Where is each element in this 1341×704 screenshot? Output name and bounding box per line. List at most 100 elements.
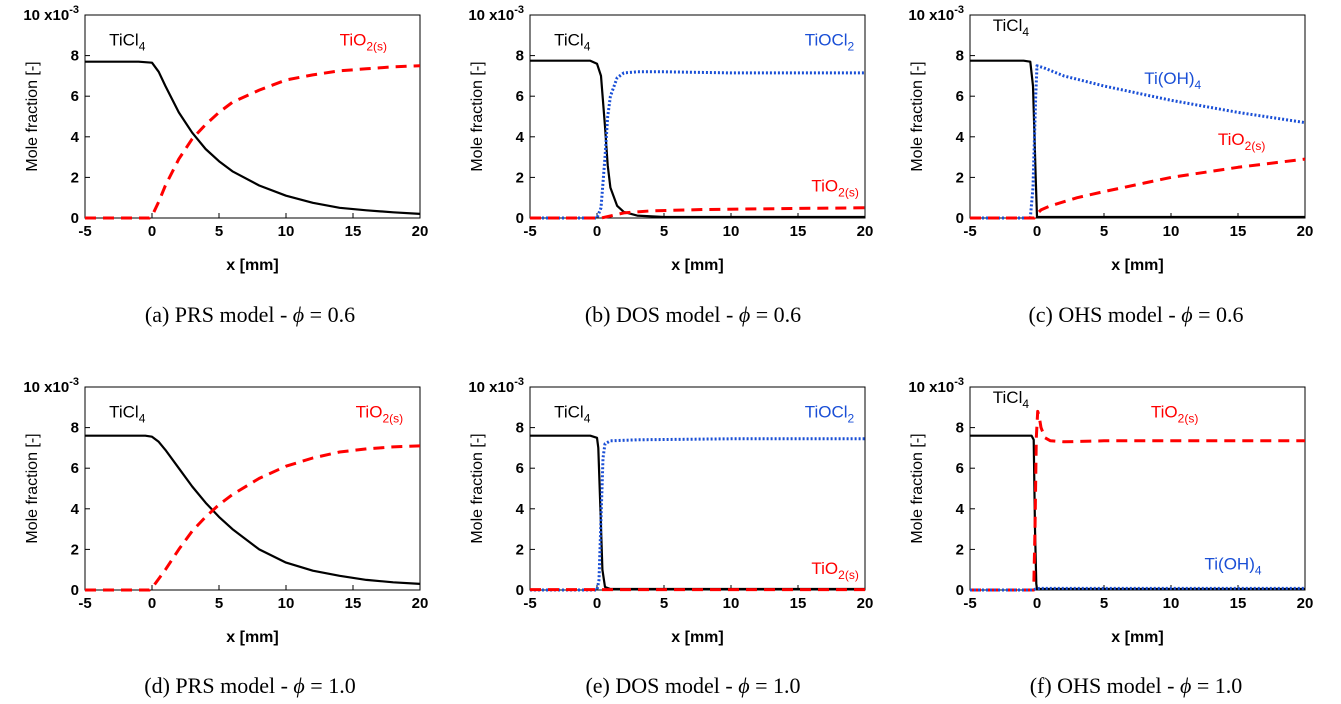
y-scale-label: 10 x10-3 (908, 376, 964, 396)
x-tick-label: 10 (278, 595, 295, 612)
series-label-tio2-s: TiO2(s) (340, 30, 387, 53)
x-tick-label: 20 (857, 595, 874, 612)
x-tick-label: 0 (593, 595, 601, 612)
x-axis-label: x [mm] (226, 257, 278, 274)
y-scale-label: 10 x10-3 (468, 4, 524, 24)
series-line-ticl4 (970, 434, 1305, 591)
series-label-ticl4: TiCl4 (554, 30, 591, 53)
x-axis-label: x [mm] (226, 629, 278, 646)
x-tick-label: 20 (857, 223, 874, 240)
series-line-tiocl2 (530, 437, 865, 592)
x-tick-label: -5 (78, 223, 91, 240)
x-tick-label: 20 (1297, 595, 1314, 612)
axes-frame (84, 386, 421, 591)
series-label-ticl4: TiCl4 (993, 16, 1030, 39)
series-label-ti-oh-4: Ti(OH)4 (1205, 555, 1262, 578)
y-tick-label: 2 (71, 169, 79, 186)
series-label-ti-oh-4: Ti(OH)4 (1144, 69, 1201, 92)
series-label-ticl4: TiCl4 (554, 402, 591, 425)
y-tick-label: 8 (71, 420, 79, 437)
x-tick-label: 0 (593, 223, 601, 240)
y-scale-label: 10 x10-3 (23, 4, 79, 24)
y-axis-label: Mole fraction [-] (469, 433, 486, 543)
x-tick-label: 5 (215, 595, 223, 612)
series-line-ti-oh-4 (970, 64, 1306, 220)
y-tick-label: 4 (516, 129, 525, 146)
panel-caption: (a) PRS model - ϕ = 0.6 (145, 302, 355, 327)
y-tick-label: 2 (956, 541, 964, 558)
series-label-ticl4: TiCl4 (993, 388, 1030, 411)
axes-frame (84, 14, 421, 219)
y-tick-label: 0 (956, 582, 964, 599)
panel-caption: (b) DOS model - ϕ = 0.6 (585, 302, 801, 327)
y-tick-label: 6 (71, 88, 79, 105)
x-tick-label: -5 (963, 595, 976, 612)
series-line-tio2-s (85, 64, 421, 220)
x-tick-label: -5 (963, 223, 976, 240)
x-tick-label: 15 (345, 595, 362, 612)
y-tick-label: 8 (956, 48, 964, 65)
y-tick-label: 0 (956, 210, 964, 227)
x-tick-label: 10 (723, 595, 740, 612)
x-tick-label: 10 (1163, 595, 1180, 612)
y-tick-label: 0 (71, 582, 79, 599)
series-line-ti-oh-4 (970, 586, 1305, 592)
x-tick-label: 10 (723, 223, 740, 240)
y-tick-label: 8 (516, 48, 524, 65)
x-axis-label: x [mm] (671, 257, 723, 274)
panel-caption: (f) OHS model - ϕ = 1.0 (1030, 673, 1243, 698)
x-tick-label: 20 (1297, 223, 1314, 240)
y-tick-label: 2 (71, 541, 79, 558)
x-tick-label: -5 (523, 223, 536, 240)
x-tick-label: 5 (660, 595, 668, 612)
series-line-tio2-s (530, 206, 866, 220)
x-tick-label: 0 (1033, 223, 1041, 240)
y-tick-label: 4 (71, 501, 80, 518)
series-label-tio2-s: TiO2(s) (811, 177, 858, 200)
y-tick-label: 0 (516, 210, 524, 227)
y-tick-label: 4 (956, 501, 965, 518)
x-tick-label: 15 (790, 595, 807, 612)
x-tick-label: -5 (523, 595, 536, 612)
series-label-tio2-s: TiO2(s) (1151, 402, 1198, 425)
y-tick-label: 4 (71, 129, 80, 146)
x-tick-label: 0 (148, 223, 156, 240)
series-label-ticl4: TiCl4 (109, 30, 146, 53)
y-tick-label: 6 (71, 460, 79, 477)
y-tick-label: 2 (516, 541, 524, 558)
x-tick-label: 10 (278, 223, 295, 240)
series-line-ticl4 (85, 434, 421, 585)
y-tick-label: 4 (516, 501, 525, 518)
x-tick-label: 5 (215, 223, 223, 240)
x-tick-label: -5 (78, 595, 91, 612)
panel-caption: (c) OHS model - ϕ = 0.6 (1028, 302, 1243, 327)
x-tick-label: 15 (1230, 223, 1247, 240)
y-axis-label: Mole fraction [-] (24, 61, 41, 171)
x-tick-label: 10 (1163, 223, 1180, 240)
x-tick-label: 0 (1033, 595, 1041, 612)
x-tick-label: 20 (412, 223, 429, 240)
y-axis-label: Mole fraction [-] (24, 433, 41, 543)
y-tick-label: 6 (956, 88, 964, 105)
series-label-ticl4: TiCl4 (109, 402, 146, 425)
series-label-tiocl2: TiOCl2 (805, 30, 855, 53)
x-tick-label: 0 (148, 595, 156, 612)
y-tick-label: 2 (956, 169, 964, 186)
y-tick-label: 6 (516, 88, 524, 105)
panel-caption: (e) DOS model - ϕ = 1.0 (585, 673, 800, 698)
series-line-tiocl2 (530, 70, 865, 220)
series-line-ticl4 (970, 59, 1305, 219)
x-axis-label: x [mm] (1111, 257, 1163, 274)
y-scale-label: 10 x10-3 (908, 4, 964, 24)
panel-caption: (d) PRS model - ϕ = 1.0 (144, 673, 355, 698)
series-line-tio2-s (970, 157, 1306, 220)
y-tick-label: 2 (516, 169, 524, 186)
x-tick-label: 15 (345, 223, 362, 240)
x-axis-label: x [mm] (671, 629, 723, 646)
series-line-tio2-s (970, 409, 1305, 592)
